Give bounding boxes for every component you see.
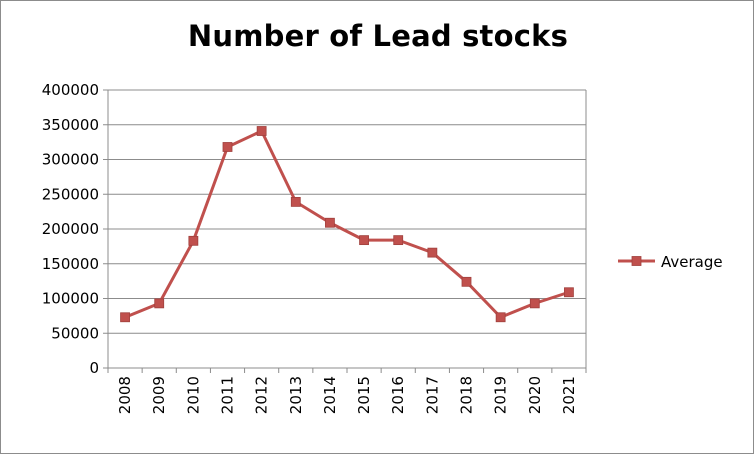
data-point (427, 247, 438, 258)
y-tick-label: 200000 (42, 220, 99, 238)
data-point (222, 142, 233, 152)
data-point (290, 196, 301, 207)
gridlines (108, 89, 586, 334)
square-marker-icon (631, 256, 642, 266)
y-tick-label: 350000 (42, 116, 99, 134)
data-point (325, 217, 335, 228)
x-tick-label: 2014 (321, 376, 339, 414)
data-point (393, 235, 404, 246)
y-tick-label: 50000 (51, 324, 99, 342)
x-tick-label: 2018 (458, 376, 476, 414)
y-tick-label: 150000 (42, 255, 99, 273)
x-tick-label: 2011 (219, 376, 237, 414)
y-tick-label: 0 (89, 359, 99, 377)
x-tick-label: 2017 (423, 376, 441, 414)
x-tick-label: 2013 (287, 376, 305, 414)
x-tick-label: 2015 (355, 376, 373, 414)
x-tick-label: 2009 (150, 376, 168, 414)
x-tick-label: 2010 (184, 376, 202, 414)
x-tick-label: 2019 (492, 376, 510, 414)
x-tick-label: 2012 (253, 376, 271, 414)
y-axis-ticks: 0 50000 100000 150000 200000 250000 300000 3500… (42, 81, 108, 377)
chart-title: Number of Lead stocks (187, 19, 569, 53)
data-point (359, 235, 369, 246)
series-average (120, 126, 574, 323)
x-axis-ticks: 2008 2009 2010 2011 2012 2013 2014 2015 2016 2017… (107, 368, 587, 414)
legend: Average (618, 253, 723, 271)
data-point (529, 298, 540, 309)
x-tick-label: 2020 (526, 376, 544, 414)
x-tick-label: 2021 (560, 376, 578, 414)
y-tick-label: 300000 (42, 151, 99, 169)
data-point (256, 126, 267, 136)
data-point (120, 312, 130, 323)
data-point (495, 312, 506, 323)
x-tick-label: 2016 (389, 376, 407, 414)
data-point (564, 287, 574, 298)
data-point (188, 235, 199, 246)
data-point (461, 276, 472, 287)
y-tick-label: 100000 (42, 290, 99, 308)
legend-label: Average (661, 253, 723, 271)
y-tick-label: 250000 (42, 185, 99, 203)
data-point (154, 298, 165, 309)
series-line (124, 129, 570, 319)
x-tick-label: 2008 (116, 376, 134, 414)
y-tick-label: 400000 (42, 81, 99, 99)
